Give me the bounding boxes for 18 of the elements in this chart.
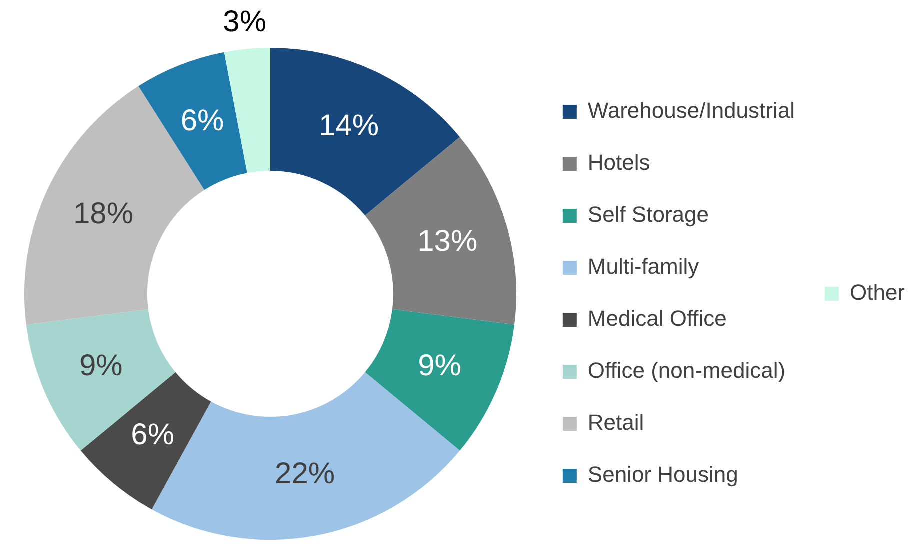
legend-label: Self Storage [588,202,709,228]
data-label: 9% [79,350,123,383]
data-label: 6% [131,418,175,452]
legend-label: Retail [588,410,644,436]
legend-label: Senior Housing [588,462,738,488]
data-label: 14% [318,109,380,142]
data-label: 9% [418,350,462,383]
data-label: 18% [73,198,134,231]
legend-label: Office (non-medical) [588,358,786,384]
legend-label: Other [850,280,906,306]
data-label: 3% [223,5,267,38]
data-label: 22% [275,458,336,490]
legend-label: Hotels [588,150,650,176]
data-label: 13% [418,224,478,258]
data-label: 6% [180,104,224,138]
legend-label: Medical Office [588,306,727,332]
legend-label: Multi-family [588,254,700,280]
legend-label: Warehouse/Industrial [588,98,795,124]
